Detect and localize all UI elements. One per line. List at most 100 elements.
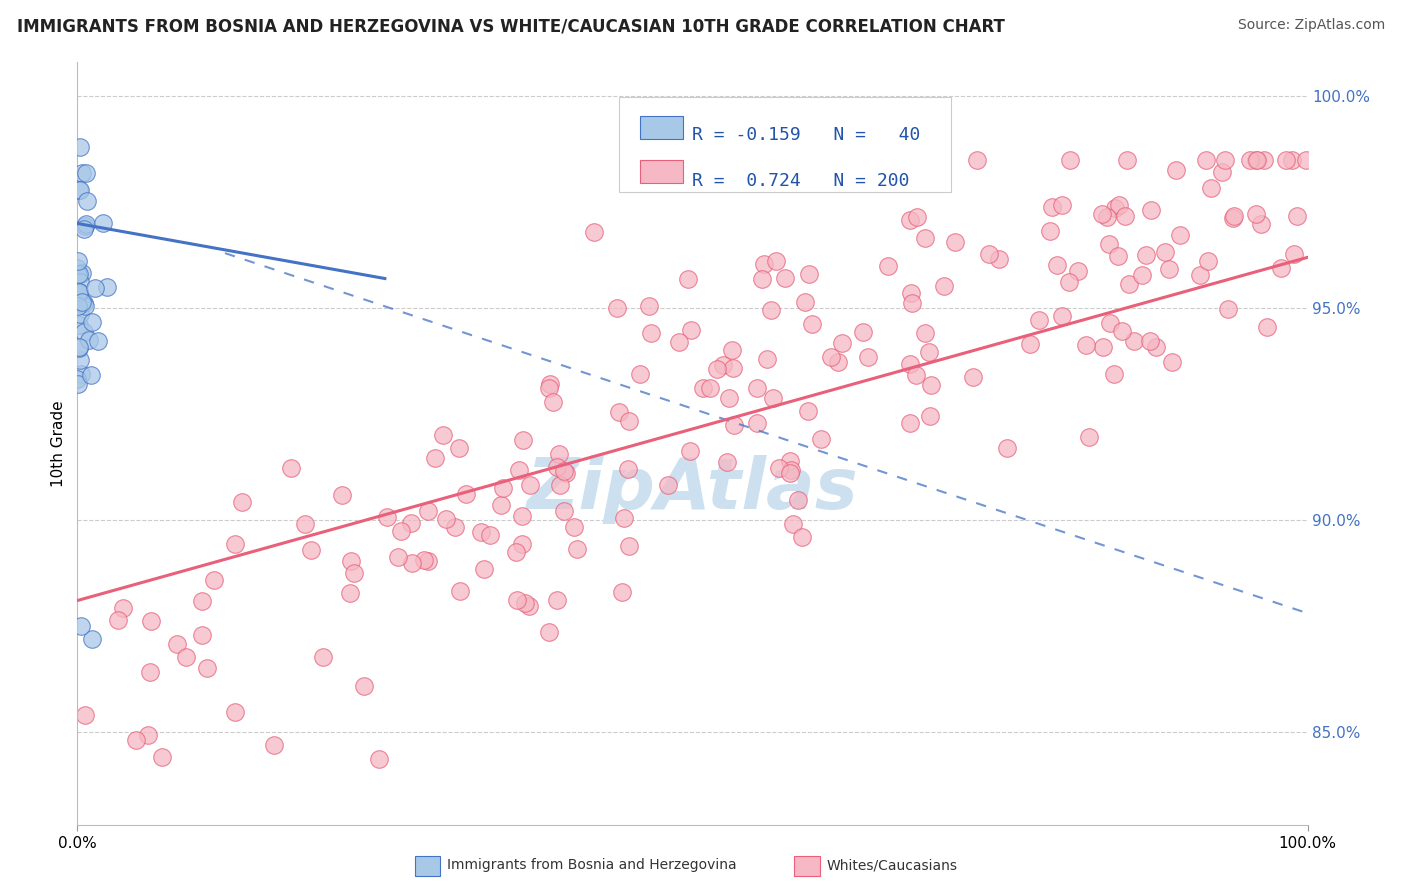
Point <box>877 259 900 273</box>
Point <box>513 596 536 610</box>
Point <box>810 432 832 446</box>
Point <box>1215 153 1237 167</box>
Point <box>943 235 966 249</box>
Point <box>69 353 91 368</box>
Point <box>67 182 90 196</box>
Point <box>82 632 104 646</box>
Point <box>679 444 702 458</box>
Point <box>79 368 101 382</box>
Point <box>1144 340 1167 354</box>
Point <box>900 285 922 300</box>
Point <box>1244 207 1267 221</box>
Point <box>1246 153 1268 167</box>
Point <box>1295 153 1317 167</box>
Point <box>139 665 162 679</box>
Point <box>387 549 409 564</box>
Point <box>898 213 921 227</box>
Point <box>512 537 534 551</box>
Point <box>447 441 470 455</box>
Point <box>914 326 936 340</box>
Point <box>1046 258 1069 272</box>
Point <box>1135 247 1157 261</box>
Point <box>75 707 97 722</box>
Point <box>932 279 955 293</box>
Point <box>761 302 783 317</box>
Point <box>537 381 560 395</box>
Point <box>617 461 640 475</box>
Point <box>1250 217 1272 231</box>
Point <box>506 593 529 607</box>
Point <box>1282 247 1305 261</box>
Point <box>66 300 89 314</box>
Point <box>75 166 97 180</box>
Text: Whites/Caucasians: Whites/Caucasians <box>827 858 957 872</box>
Point <box>1057 275 1080 289</box>
FancyBboxPatch shape <box>619 96 950 192</box>
Point <box>752 257 775 271</box>
Point <box>73 221 96 235</box>
Point <box>312 649 335 664</box>
Point <box>856 350 879 364</box>
Point <box>75 217 97 231</box>
Point <box>619 539 641 553</box>
Point <box>692 381 714 395</box>
Point <box>367 752 389 766</box>
Point <box>779 453 801 467</box>
Point <box>67 285 90 299</box>
Point <box>425 450 447 465</box>
Y-axis label: 10th Grade: 10th Grade <box>51 401 66 487</box>
Point <box>920 377 942 392</box>
Point <box>489 498 512 512</box>
Point <box>519 478 541 492</box>
Point <box>1164 163 1187 178</box>
Point <box>711 358 734 372</box>
Point <box>768 461 790 475</box>
Point <box>91 216 114 230</box>
Point <box>399 516 422 530</box>
Point <box>745 416 768 430</box>
Point <box>343 566 366 581</box>
Point <box>720 343 742 357</box>
Point <box>1140 202 1163 217</box>
Point <box>67 286 90 301</box>
Point <box>389 524 412 538</box>
Point <box>681 323 703 337</box>
Point <box>444 519 467 533</box>
Point <box>84 281 107 295</box>
Point <box>1098 236 1121 251</box>
Point <box>294 517 316 532</box>
Point <box>1211 164 1233 178</box>
Point <box>831 335 853 350</box>
Point <box>150 750 173 764</box>
Point <box>765 253 787 268</box>
Point <box>280 461 302 475</box>
Point <box>112 601 135 615</box>
Point <box>1246 153 1268 167</box>
Point <box>1050 198 1073 212</box>
Point <box>546 593 568 607</box>
Point <box>537 625 560 640</box>
Point <box>751 272 773 286</box>
Point <box>67 376 90 391</box>
Point <box>472 562 495 576</box>
Point <box>1108 198 1130 212</box>
Point <box>75 299 97 313</box>
Point <box>263 738 285 752</box>
Point <box>721 361 744 376</box>
Point <box>1197 254 1219 268</box>
Point <box>1122 334 1144 348</box>
Point <box>176 649 198 664</box>
Point <box>676 271 699 285</box>
Point <box>1059 153 1081 167</box>
Point <box>745 381 768 395</box>
Point <box>1281 153 1303 167</box>
Point <box>1107 249 1129 263</box>
Point <box>613 511 636 525</box>
Point <box>517 599 540 614</box>
Point <box>412 552 434 566</box>
Point <box>339 586 361 600</box>
Point <box>107 613 129 627</box>
Point <box>619 413 641 427</box>
Point <box>717 392 740 406</box>
Text: Immigrants from Bosnia and Herzegovina: Immigrants from Bosnia and Herzegovina <box>447 858 737 872</box>
